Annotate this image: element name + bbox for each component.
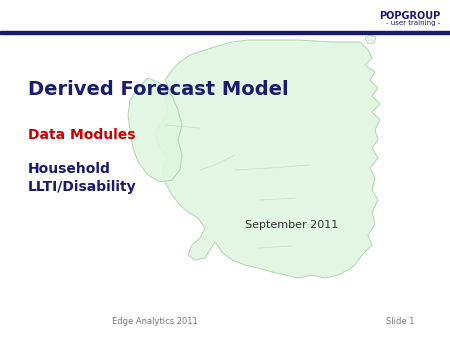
Text: Household: Household bbox=[28, 162, 111, 176]
Polygon shape bbox=[128, 78, 182, 182]
Polygon shape bbox=[365, 35, 376, 44]
Text: Derived Forecast Model: Derived Forecast Model bbox=[28, 80, 288, 99]
Bar bbox=[0, 31, 450, 33]
Text: Slide 1: Slide 1 bbox=[387, 317, 415, 326]
Text: - user training -: - user training - bbox=[386, 20, 440, 26]
Text: Data Modules: Data Modules bbox=[28, 128, 135, 142]
Text: September 2011: September 2011 bbox=[245, 220, 338, 230]
Text: POPGROUP: POPGROUP bbox=[379, 11, 440, 21]
Polygon shape bbox=[155, 40, 380, 278]
Text: LLTI/Disability: LLTI/Disability bbox=[28, 180, 137, 194]
Text: Edge Analytics 2011: Edge Analytics 2011 bbox=[112, 317, 198, 326]
